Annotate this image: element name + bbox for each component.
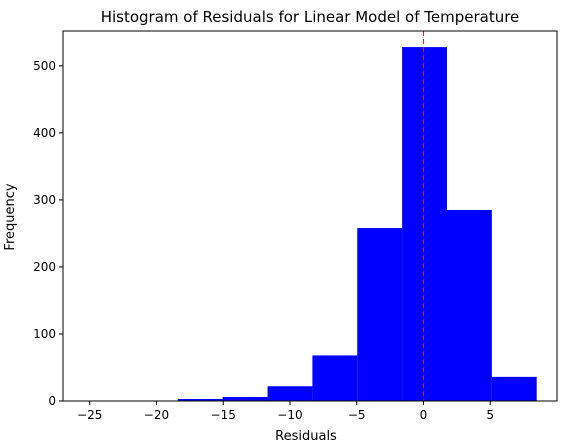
chart-title: Histogram of Residuals for Linear Model … [101,8,520,26]
y-axis-ticks: 0 100 200 300 400 500 [33,59,63,408]
histogram-bar [222,396,268,401]
x-axis-label: Residuals [275,429,337,444]
histogram-bar [446,209,492,401]
x-tick-label: −10 [277,408,302,422]
y-tick-label: 200 [33,260,56,274]
bars-group [177,47,537,402]
y-tick-label: 100 [33,327,56,341]
histogram-bar [491,376,537,401]
x-tick-label: −25 [77,408,102,422]
histogram-bar [177,398,223,401]
histogram-bar [357,228,403,401]
y-tick-label: 400 [33,126,56,140]
histogram-bar [267,386,313,401]
y-axis-label: Frequency [3,183,18,250]
x-tick-label: 0 [420,408,428,422]
histogram-bar [312,355,358,401]
y-tick-label: 300 [33,193,56,207]
histogram-bar [402,47,447,402]
y-tick-label: 0 [48,394,56,408]
x-tick-label: 5 [486,408,494,422]
x-axis-ticks: −25 −20 −15 −10 −5 0 5 [77,401,494,422]
y-tick-label: 500 [33,59,56,73]
x-tick-label: −15 [211,408,236,422]
plot-frame [62,30,558,402]
x-tick-label: −5 [348,408,366,422]
x-tick-label: −20 [144,408,169,422]
